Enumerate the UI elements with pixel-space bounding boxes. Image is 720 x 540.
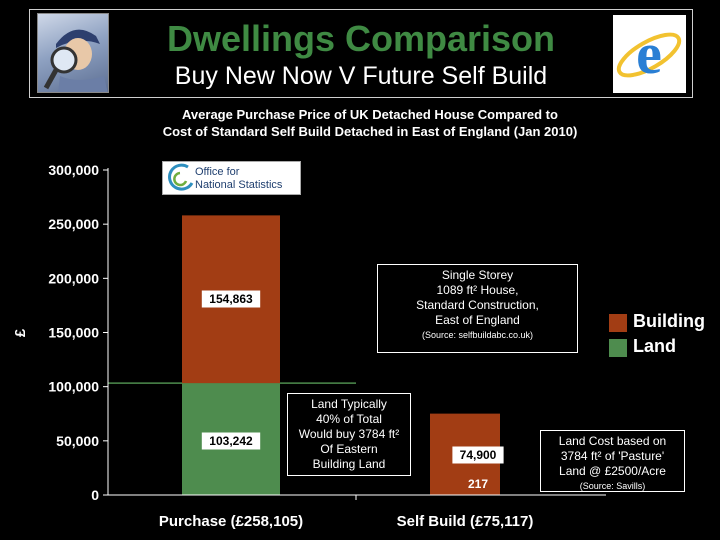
callout-source: (Source: selfbuildabc.co.uk) [421,330,534,340]
callout-land-typically: Land Typically 40% of Total Would buy 37… [287,393,411,476]
chart-title: Average Purchase Price of UK Detached Ho… [120,106,620,140]
data-label: 154,863 [209,292,253,306]
ons-logo-line: Office for [195,166,240,178]
svg-text:e: e [636,21,662,86]
legend-label: Land [633,336,676,356]
callout-line: 3784 ft² of 'Pasture' [560,449,665,463]
y-tick-label: 250,000 [48,216,99,232]
chart-title-line: Average Purchase Price of UK Detached Ho… [182,107,558,122]
ons-logo-line: National Statistics [195,179,283,191]
callout-land-cost: Land Cost based on 3784 ft² of 'Pasture'… [540,430,685,492]
data-label-bg [452,446,504,464]
callout-line: Land Cost based on [558,434,667,448]
chart-title-line: Cost of Standard Self Build Detached in … [162,124,578,139]
ons-logo-icon [168,163,194,191]
data-label: 103,242 [209,434,253,448]
internet-explorer-icon: e [613,15,686,93]
y-tick-label: 100,000 [48,379,99,395]
callout-line: Standard Construction, [416,298,539,312]
callout-line: Land Typically [311,397,387,411]
y-axis-label: £ [12,328,29,337]
y-tick-label: 0 [91,487,99,503]
detective-magnifier-icon [37,13,109,93]
y-tick-label: 50,000 [56,433,99,449]
y-tick-label: 150,000 [48,325,99,341]
x-tick-label: Self Build (£75,117) [397,513,534,530]
callout-line: 1089 ft² House, [436,283,519,297]
callout-line: Of Eastern [320,442,378,456]
callout-line: 40% of Total [316,412,382,426]
callout-source: (Source: Savills) [579,481,646,491]
header-banner: Dwellings Comparison Buy New Now V Futur… [29,9,693,98]
y-tick-label: 200,000 [48,270,99,286]
data-label-bg [201,432,261,450]
x-tick-label: Purchase (£258,105) [159,513,303,530]
ons-logo: Office for National Statistics [162,161,301,195]
data-label-bg [201,290,261,308]
callout-line: Building Land [312,457,386,471]
y-tick-label: 300,000 [48,162,99,178]
legend-swatch [609,314,627,332]
callout-line: Land @ £2500/Acre [559,464,666,478]
callout-single-storey: Single Storey 1089 ft² House, Standard C… [377,264,578,353]
callout-line: Would buy 3784 ft² [298,427,400,441]
callout-line: Single Storey [441,268,514,282]
page-subtitle: Buy New Now V Future Self Build [174,62,548,90]
legend-label: Building [633,311,705,331]
legend-swatch [609,339,627,357]
ons-logo-text: Office for National Statistics [195,166,282,192]
page-title: Dwellings Comparison [166,18,556,59]
data-label: 217 [468,477,488,491]
data-label: 74,900 [460,448,497,462]
callout-line: East of England [435,313,520,327]
